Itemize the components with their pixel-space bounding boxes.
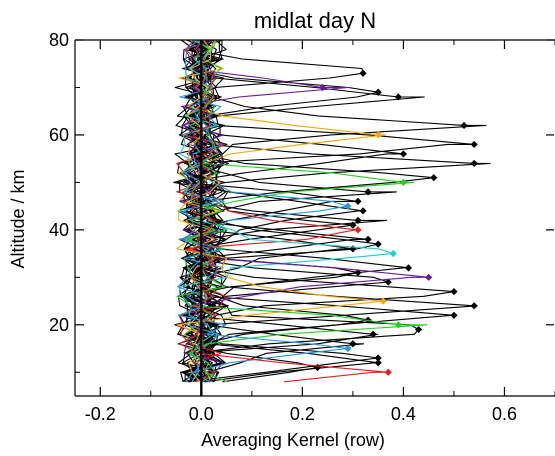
series-layer [173,39,491,396]
kernel-peak-marker [394,321,402,329]
kernel-peak-marker [414,325,423,334]
x-tick-label: 0.6 [492,404,517,424]
kernel-peak-marker [384,368,392,376]
kernel-peak-marker [359,69,367,77]
kernel-peak-marker [374,240,382,248]
kernel-peak-marker [379,297,387,305]
kernel-peak-marker [470,159,478,168]
kernel-row-line [184,39,379,382]
y-tick-label: 20 [49,315,69,335]
y-axis-label: Altitude / km [8,169,28,268]
y-tick-label: 40 [49,220,69,240]
kernel-row-line [176,39,428,383]
kernel-row-line [177,39,478,382]
axes-layer: -0.2 0.0 0.2 0.4 0.6 20 40 60 80 [49,30,555,424]
kernel-peak-marker [384,278,392,286]
kernel-peak-marker [359,207,367,215]
x-tick-label: -0.2 [85,404,116,424]
kernel-row-line [181,39,475,383]
kernel-peak-marker [364,235,372,243]
kernel-peak-marker [450,287,458,296]
chart-title: midlat day N [254,8,376,33]
kernel-peak-marker [344,202,352,210]
x-tick-label: 0.4 [391,404,416,424]
kernel-row-line [177,39,349,383]
kernel-peak-marker [374,131,382,139]
kernel-peak-marker [354,226,362,234]
kernel-peak-marker [399,178,408,186]
kernel-peak-marker [349,245,357,253]
kernel-peak-marker [349,221,357,229]
kernel-peak-marker [374,88,382,96]
kernel-peak-marker [404,264,413,272]
x-tick-label: 0.0 [189,404,214,424]
kernel-peak-marker [318,83,327,92]
kernel-peak-marker [470,302,478,310]
kernel-peak-marker [430,174,438,182]
y-tick-label: 60 [49,125,69,145]
kernel-peak-marker [349,340,357,348]
kernel-peak-marker [369,330,377,338]
kernel-row-line [178,39,389,383]
kernel-peak-marker [354,216,362,224]
x-axis-label: Averaging Kernel (row) [201,430,385,450]
y-tick-label: 80 [49,30,69,50]
kernel-row-line [180,39,349,383]
kernel-peak-marker [470,140,478,149]
kernel-peak-marker [399,150,408,158]
kernel-peak-marker [394,93,402,101]
x-tick-label: 0.2 [290,404,315,424]
kernel-peak-marker [374,354,382,362]
kernel-row-line [176,39,359,383]
kernel-peak-marker [425,273,433,281]
kernel-peak-marker [344,344,352,353]
kernel-row-line [179,39,319,383]
kernel-row-line [178,39,394,383]
kernel-peak-marker [354,197,362,205]
kernel-peak-marker [374,359,382,367]
kernel-peak-marker [450,311,458,319]
kernel-row-line [176,39,384,383]
kernel-peak-marker [364,188,372,196]
kernel-peak-marker [460,121,468,130]
kernel-peak-marker [389,250,397,258]
